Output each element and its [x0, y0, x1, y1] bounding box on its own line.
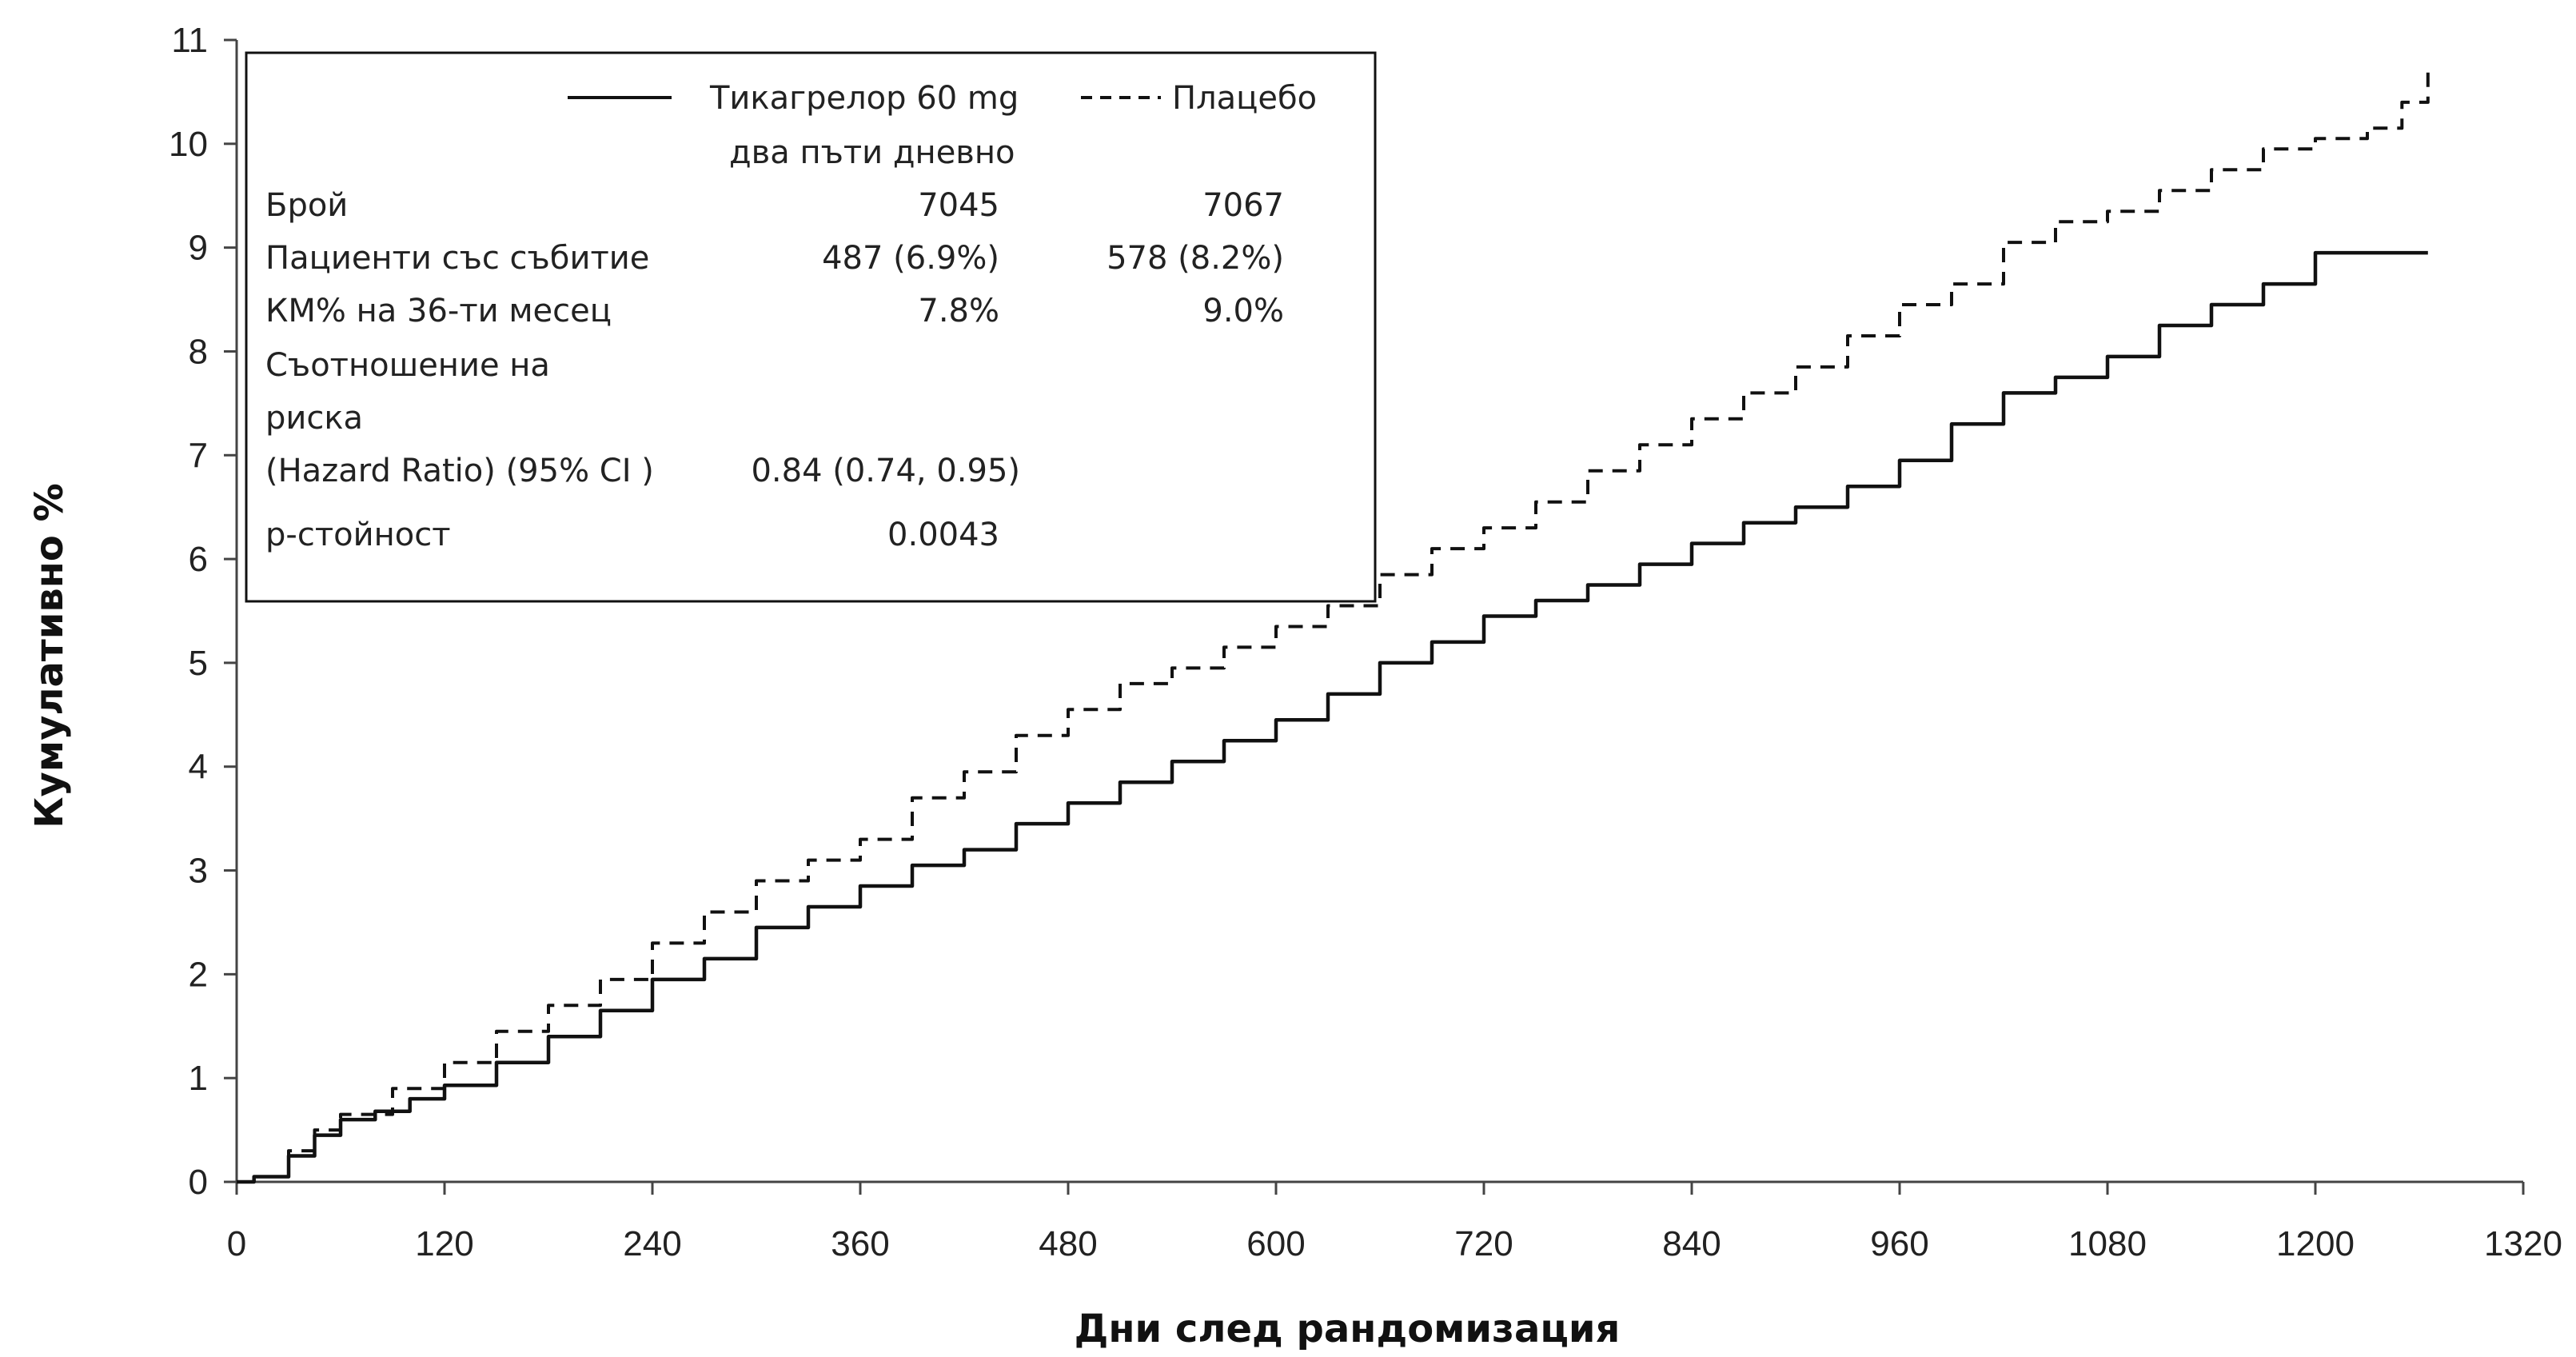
legend-value-count-ticagrelor: 7045	[918, 187, 999, 224]
legend-label-km: КМ% на 36-ти месец	[265, 293, 612, 329]
series-line-ticagrelor	[237, 250, 2428, 1184]
legend-value-km-placebo: 9.0%	[1202, 293, 1284, 329]
legend-label-pvalue: p-стойност	[265, 517, 451, 553]
legend-header-placebo: Плацебо	[1172, 80, 1317, 117]
x-tick-label: 840	[1662, 1224, 1721, 1263]
y-tick-label: 9	[189, 229, 208, 268]
y-tick-label: 4	[189, 748, 208, 787]
y-tick-label: 7	[189, 436, 208, 475]
y-tick-label: 6	[189, 540, 208, 579]
x-tick-label: 120	[415, 1224, 473, 1263]
legend-header-ticagrelor-line1: Тикагрелор 60 mg	[709, 80, 1019, 117]
legend-label-count: Брой	[265, 187, 348, 224]
series-layer	[237, 66, 2430, 1184]
y-axis-title: Кумулативно %	[27, 483, 72, 828]
legend-value-pvalue: 0.0043	[887, 517, 999, 553]
x-tick-label: 720	[1454, 1224, 1513, 1263]
legend-label-hr-line2: риска	[265, 400, 363, 437]
axes: 0 1 2 3 4 5 6 7 8 9 10 11 0 120 240 360 480 600 720 840 960 1…	[169, 21, 2562, 1263]
legend-value-events-ticagrelor: 487 (6.9%)	[822, 240, 999, 277]
x-tick-label: 960	[1870, 1224, 1928, 1263]
legend-value-hr: 0.84 (0.74, 0.95)	[751, 453, 1020, 489]
legend-label-events: Пациенти със събитие	[265, 240, 649, 277]
legend-label-hr-line1: Съотношение на	[265, 347, 550, 384]
y-tick-label: 3	[189, 852, 208, 891]
x-tick-label: 240	[623, 1224, 681, 1263]
legend-frame	[245, 51, 1377, 603]
x-tick-label: 480	[1039, 1224, 1097, 1263]
legend-box: Тикагрелор 60 mg два пъти дневно Плацебо…	[245, 51, 1377, 603]
legend-value-km-ticagrelor: 7.8%	[918, 293, 999, 329]
x-tick-label: 1080	[2068, 1224, 2147, 1263]
x-axis-title: Дни след рандомизация	[1075, 1307, 1621, 1351]
y-tick-label: 0	[189, 1163, 208, 1202]
x-tick-label: 0	[227, 1224, 246, 1263]
y-tick-label: 11	[171, 21, 208, 60]
series-line-placebo	[237, 66, 2430, 1183]
legend-header-ticagrelor-line2: два пъти дневно	[729, 134, 1015, 171]
x-tick-label: 1200	[2276, 1224, 2355, 1263]
y-tick-label: 8	[189, 332, 208, 371]
y-tick-label: 10	[169, 125, 208, 164]
legend-label-hr-line3: (Hazard Ratio) (95% CI )	[265, 453, 654, 489]
x-tick-label: 360	[831, 1224, 889, 1263]
legend-value-events-placebo: 578 (8.2%)	[1107, 240, 1284, 277]
x-tick-label: 600	[1246, 1224, 1305, 1263]
legend-value-count-placebo: 7067	[1202, 187, 1284, 224]
y-tick-label: 5	[189, 644, 208, 683]
x-tick-label: 1320	[2484, 1224, 2562, 1263]
y-tick-label: 2	[189, 955, 208, 994]
y-tick-label: 1	[189, 1059, 208, 1098]
